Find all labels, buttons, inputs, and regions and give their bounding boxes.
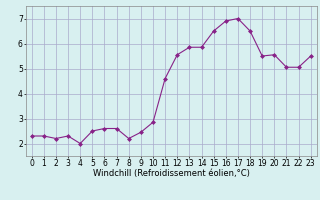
X-axis label: Windchill (Refroidissement éolien,°C): Windchill (Refroidissement éolien,°C) — [93, 169, 250, 178]
